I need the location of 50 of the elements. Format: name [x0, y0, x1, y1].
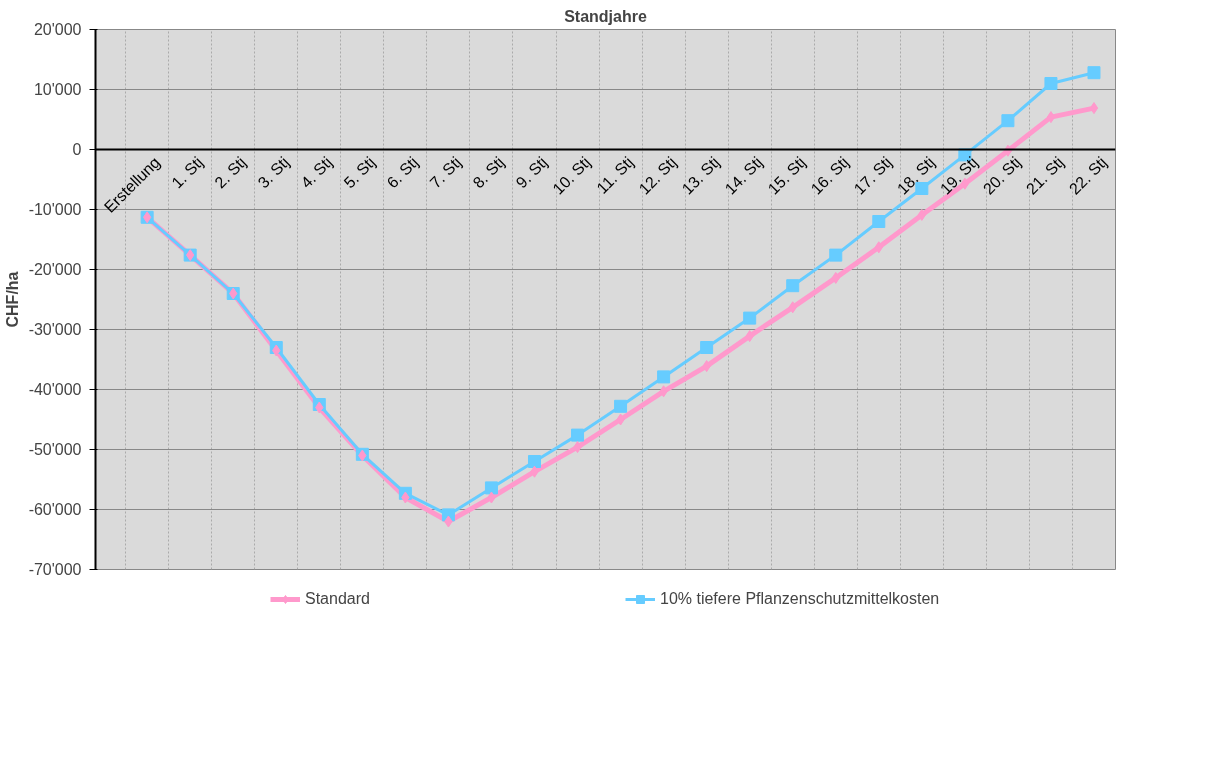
- legend-label: Standard: [305, 590, 371, 608]
- point: [960, 177, 970, 190]
- y-tick-label: 20'000: [33, 21, 82, 38]
- x-tick-label: 5. Stj: [340, 153, 379, 192]
- y-tick-label: -60'000: [28, 501, 82, 518]
- y-tick-label: -30'000: [28, 321, 82, 338]
- x-tick-label: 21. Stj: [1022, 153, 1067, 198]
- x-tick-label: 16. Stj: [807, 153, 852, 198]
- y-tick-label: 10'000: [33, 81, 82, 98]
- point: [657, 370, 671, 384]
- x-tick-label: 3. Stj: [254, 153, 293, 192]
- x-tick-label: 13. Stj: [678, 153, 723, 198]
- x-tick-label: 10. Stj: [549, 153, 594, 198]
- y-tick-label: -50'000: [28, 441, 82, 458]
- y-tick-label: -70'000: [28, 561, 82, 578]
- y-tick-label: -40'000: [28, 381, 82, 398]
- point: [614, 399, 628, 413]
- x-tick-label: 17. Stj: [850, 153, 895, 198]
- x-tick-label: 11. Stj: [593, 153, 637, 197]
- point: [1044, 77, 1058, 90]
- x-tick-label: 2. Stj: [211, 153, 250, 192]
- x-tick-label: 8. Stj: [469, 153, 508, 192]
- point: [829, 248, 843, 262]
- chart-title: Standjahre: [564, 7, 647, 25]
- x-tick-label: 22. Stj: [1065, 153, 1110, 198]
- point: [571, 428, 585, 442]
- point: [484, 481, 498, 495]
- point: [743, 311, 757, 325]
- point: [786, 279, 800, 293]
- point: [700, 341, 714, 354]
- point: [1001, 114, 1015, 128]
- y-axis-title: CHF/ha: [3, 271, 21, 328]
- x-tick-label: 6. Stj: [383, 153, 422, 192]
- x-tick-label: 18. Stj: [893, 153, 938, 198]
- point: [1087, 66, 1101, 80]
- x-tick-label: 7. Stj: [426, 153, 465, 192]
- x-tick-label: 1. Stj: [168, 153, 207, 192]
- x-tick-label: 15. Stj: [764, 153, 809, 198]
- y-tick-label: -20'000: [28, 261, 82, 278]
- x-tick-label: 20. Stj: [979, 153, 1024, 198]
- legend-label: 10% tiefere Pflanzenschutzmittelkosten: [660, 590, 940, 608]
- point: [527, 455, 541, 468]
- x-tick-label: 19. Stj: [936, 153, 981, 198]
- point: [872, 215, 886, 228]
- x-tick-label: 14. Stj: [721, 153, 766, 198]
- y-tick-label: -10'000: [28, 201, 82, 218]
- x-tick-label: 4. Stj: [297, 153, 336, 192]
- x-tick-label: 9. Stj: [512, 153, 551, 192]
- x-tick-label: 12. Stj: [635, 153, 680, 198]
- y-tick-label: 0: [72, 141, 82, 158]
